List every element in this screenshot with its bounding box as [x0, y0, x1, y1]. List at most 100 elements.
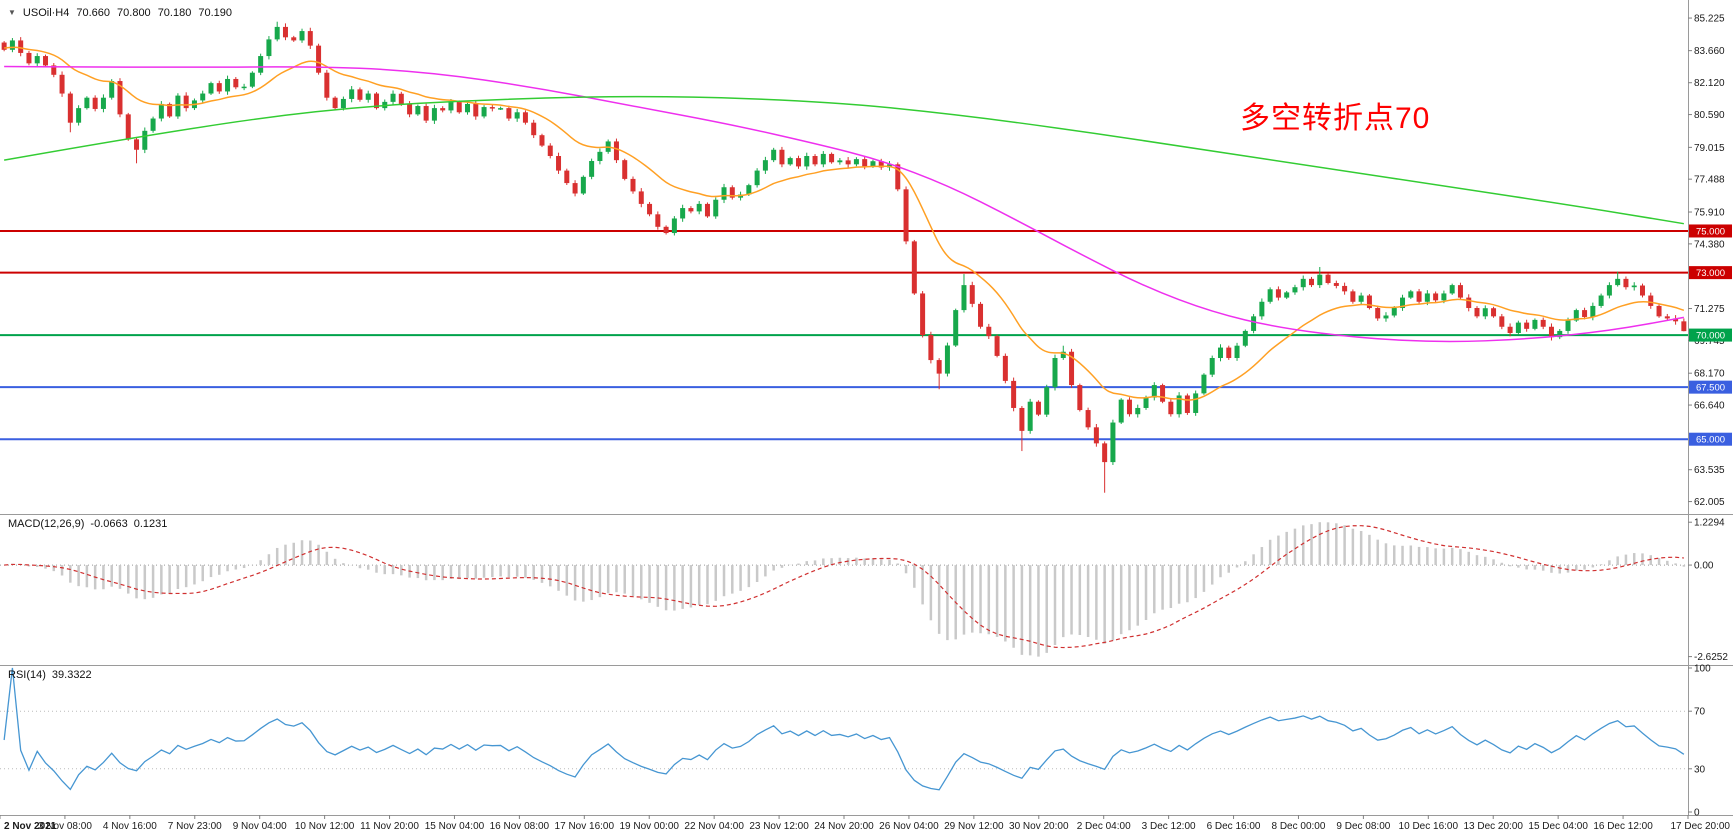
- time-label: 9 Dec 08:00: [1336, 821, 1390, 832]
- candle-body: [688, 208, 694, 212]
- ma-fast-line: [4, 46, 1685, 401]
- candle-body: [1590, 305, 1596, 317]
- time-label: 7 Nov 23:00: [168, 821, 222, 832]
- candle-body: [522, 112, 528, 123]
- candle-body: [431, 108, 437, 121]
- candle-body: [1598, 295, 1604, 306]
- ma-mid-line: [4, 65, 1684, 343]
- rsi-axis-label: 100: [1694, 664, 1711, 675]
- candle-body: [1093, 427, 1099, 444]
- price-level-badge-label: 65.000: [1696, 435, 1725, 446]
- candle-body: [340, 98, 346, 109]
- time-label: 26 Nov 04:00: [879, 821, 939, 832]
- candle-body: [1110, 422, 1116, 463]
- time-label: 3 Dec 12:00: [1142, 821, 1196, 832]
- macd-panel[interactable]: 1.2294 0.00 -2.6252: [0, 518, 1728, 663]
- candle-body: [1433, 293, 1439, 301]
- candle-body: [1457, 285, 1463, 298]
- price-tick-label: 63.535: [1694, 465, 1725, 476]
- candle-body: [43, 56, 49, 66]
- candle-body: [663, 226, 669, 234]
- candle-body: [1, 42, 7, 50]
- candle-body: [936, 360, 942, 374]
- candle-body: [944, 345, 950, 374]
- candle-body: [787, 158, 793, 165]
- candle-body: [713, 199, 719, 217]
- time-label: 10 Dec 16:00: [1399, 821, 1459, 832]
- candle-body: [655, 214, 661, 227]
- candle-body: [613, 141, 619, 161]
- candle-body: [671, 218, 677, 234]
- time-label: 16 Nov 08:00: [490, 821, 550, 832]
- candle-body: [1317, 274, 1323, 286]
- candle-body: [1656, 305, 1662, 317]
- candle-body: [67, 93, 73, 123]
- chart-annotation: 多空转折点70: [1240, 102, 1431, 135]
- price-tick-label: 85.225: [1694, 14, 1725, 25]
- price-tick-label: 79.015: [1694, 143, 1725, 154]
- candle-body: [1606, 285, 1612, 296]
- time-label: 2 Dec 04:00: [1077, 821, 1131, 832]
- candle-body: [1052, 357, 1058, 388]
- rsi-label: RSI(14): [8, 669, 46, 681]
- candle-body: [622, 160, 628, 179]
- price-level-badge-label: 73.000: [1696, 268, 1725, 279]
- candle-body: [440, 108, 446, 111]
- price-level-badge: [1689, 266, 1732, 280]
- candle-body: [1259, 301, 1265, 317]
- price-tick-label: 62.005: [1694, 497, 1725, 508]
- candle-body: [762, 160, 768, 171]
- candle-body: [804, 156, 810, 167]
- candle-body: [1532, 319, 1538, 329]
- rsi-header: RSI(14) 39.3322: [8, 669, 92, 681]
- candle-body: [1474, 308, 1480, 317]
- candle-body: [1358, 295, 1364, 302]
- candle-body: [1234, 345, 1240, 358]
- candle-body: [1673, 318, 1679, 322]
- candle-body: [316, 45, 322, 73]
- candle-body: [547, 145, 553, 157]
- candle-body: [1184, 395, 1190, 413]
- dropdown-arrow-icon[interactable]: ▼: [8, 8, 16, 17]
- candle-body: [1309, 278, 1315, 286]
- time-label: 9 Nov 04:00: [233, 821, 287, 832]
- candle-body: [1507, 326, 1513, 334]
- candle-body: [837, 160, 843, 163]
- symbol-timeframe-label: USOil·H4: [22, 7, 70, 19]
- candle-body: [423, 106, 429, 121]
- quote-bar: ▼ USOil·H4 70.660 70.800 70.180 70.190: [8, 7, 232, 19]
- candle-body: [183, 95, 189, 109]
- candle-body: [696, 203, 702, 212]
- candle-body: [572, 183, 578, 194]
- time-label: 19 Nov 00:00: [619, 821, 679, 832]
- macd-axis-label: 0.00: [1694, 561, 1714, 572]
- candle-body: [1201, 374, 1207, 394]
- candle-body: [1168, 401, 1174, 415]
- candle-body: [1515, 322, 1521, 334]
- candle-body: [1135, 407, 1141, 415]
- candle-body: [1325, 274, 1331, 284]
- candle-body: [746, 185, 752, 195]
- macd-label: MACD(12,26,9): [8, 518, 85, 530]
- candle-body: [258, 56, 264, 73]
- main-chart-panel[interactable]: [0, 21, 1688, 493]
- candle-body: [1631, 285, 1637, 288]
- quote-open: 70.660: [76, 7, 111, 19]
- time-label: 10 Nov 12:00: [295, 821, 355, 832]
- candle-body: [299, 31, 305, 41]
- candle-body: [647, 203, 653, 215]
- candle-body: [407, 103, 413, 115]
- candle-body: [216, 83, 222, 92]
- candle-body: [994, 336, 1000, 356]
- candle-body: [498, 108, 504, 110]
- candle-body: [680, 208, 686, 219]
- price-level-badge: [1689, 224, 1732, 238]
- panel-frame: [0, 0, 1733, 816]
- moving-averages-layer: [4, 46, 1685, 401]
- candle-body: [1118, 399, 1124, 423]
- candle-body: [1209, 357, 1215, 375]
- candle-body: [1408, 291, 1414, 298]
- rsi-panel[interactable]: 100 70 30 0: [0, 664, 1711, 819]
